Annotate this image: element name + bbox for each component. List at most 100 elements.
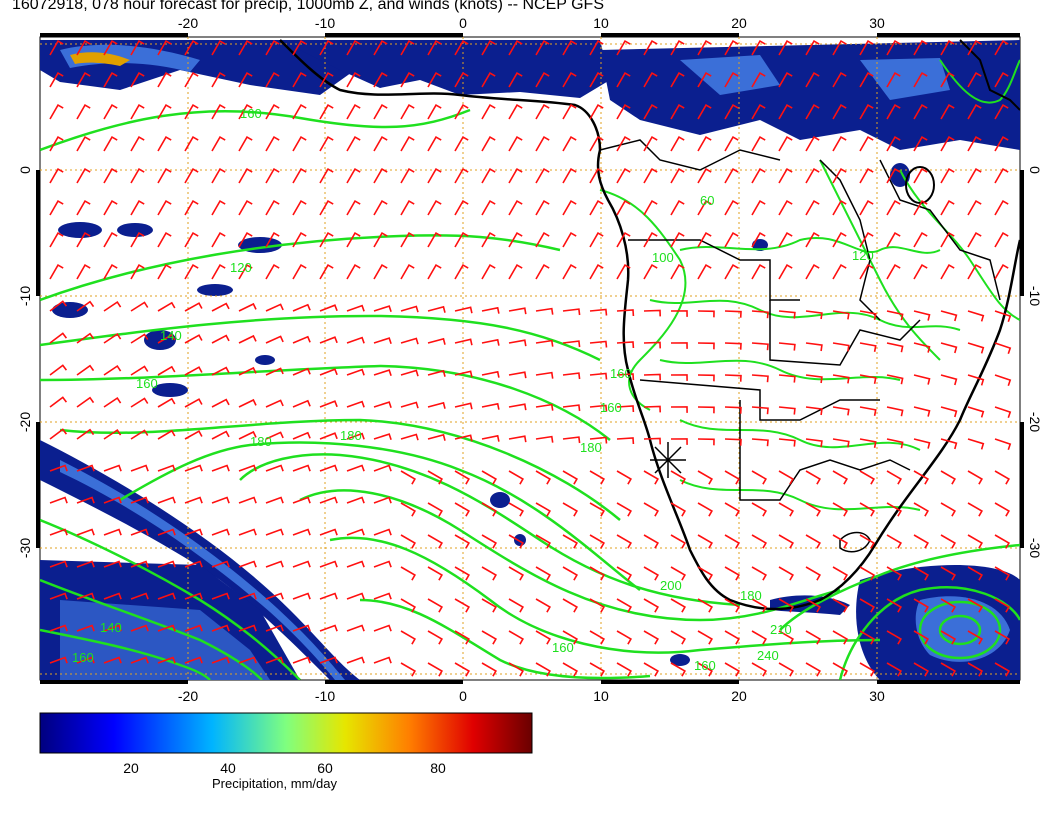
wind-barb (535, 168, 550, 184)
wind-barb (157, 200, 172, 216)
wind-barb (265, 303, 284, 312)
wind-barb (265, 200, 280, 216)
wind-barb (778, 406, 796, 415)
wind-barb (157, 429, 176, 440)
wind-barb (994, 502, 1010, 517)
wind-barb (265, 560, 284, 568)
wind-barb (49, 72, 64, 88)
wind-barb (724, 534, 740, 549)
wind-barb (103, 168, 118, 184)
wind-barb (859, 310, 877, 320)
wind-barb (589, 308, 608, 316)
wind-barb (454, 402, 473, 410)
wind-barb (319, 368, 338, 376)
lat-tick-label: -30 (17, 538, 33, 558)
wind-barb (805, 438, 823, 448)
wind-barb (454, 470, 470, 485)
wind-barb (454, 370, 473, 378)
wind-barb (886, 502, 902, 517)
precip-patch (280, 40, 610, 98)
wind-barb (292, 335, 311, 344)
wind-barb (130, 168, 145, 184)
wind-barb (967, 168, 982, 184)
contour-line (40, 364, 611, 441)
wind-barb (805, 630, 821, 645)
wind-barb (238, 200, 253, 216)
wind-barb (103, 428, 122, 440)
wind-barb (535, 470, 551, 485)
wind-barb (373, 401, 392, 409)
wind-barb (400, 264, 415, 280)
wind-barb (535, 502, 551, 517)
wind-barb (373, 232, 388, 248)
wind-barb (157, 560, 176, 568)
lat-tick-label: 0 (1027, 166, 1043, 174)
wind-barb (238, 528, 257, 536)
contour-line (40, 314, 601, 362)
wind-barb (319, 40, 334, 56)
wind-barb (697, 200, 712, 216)
wind-barb (346, 264, 361, 280)
wind-barb (670, 136, 685, 152)
wind-barb (670, 502, 686, 517)
wind-barb (400, 72, 415, 88)
wind-barb (643, 104, 658, 120)
wind-barb (994, 630, 1010, 645)
wind-barb (643, 405, 661, 413)
wind-barb (643, 662, 659, 677)
lon-tick-label: 30 (869, 688, 885, 704)
wind-barb (940, 630, 956, 645)
wind-barb (886, 470, 902, 485)
wind-barb (400, 337, 419, 345)
wind-barb (238, 592, 257, 600)
wind-barb (670, 200, 685, 216)
wind-barb (940, 342, 958, 354)
wind-barb (130, 592, 149, 600)
wind-barb (400, 232, 415, 248)
wind-barb (292, 624, 311, 632)
wind-barb (427, 534, 443, 549)
wind-barb (913, 502, 929, 517)
wind-barb (724, 310, 742, 318)
wind-barb (724, 72, 739, 88)
wind-barb (400, 630, 416, 645)
wind-barb (751, 438, 769, 447)
wind-barb (832, 200, 847, 216)
contour-label: 240 (757, 648, 779, 663)
wind-barb (643, 40, 658, 56)
wind-barb (238, 560, 257, 568)
wind-barb (994, 168, 1009, 184)
contour-line (659, 359, 901, 381)
wind-barb (454, 200, 469, 216)
wind-barb (292, 168, 307, 184)
wind-barb (130, 104, 145, 120)
wind-barb (670, 310, 688, 317)
wind-barb (103, 560, 122, 568)
wind-barb (751, 104, 766, 120)
wind-barb (427, 232, 442, 248)
wind-barb (373, 496, 392, 504)
wind-barb (103, 656, 122, 664)
wind-barb (589, 502, 605, 517)
wind-barb (616, 630, 632, 645)
lon-axis-bottom: -20 -10 0 10 20 30 (178, 688, 885, 704)
wind-barb (130, 72, 145, 88)
wind-barb (670, 566, 686, 581)
wind-barb (751, 72, 766, 88)
wind-barb (859, 374, 877, 384)
wind-barb (76, 592, 95, 600)
wind-barb (778, 598, 794, 613)
wind-barb (994, 598, 1010, 613)
wind-barb (157, 496, 176, 504)
wind-barb (373, 200, 388, 216)
wind-barb (940, 232, 955, 248)
wind-barb (616, 40, 631, 56)
wind-barb (184, 624, 203, 632)
wind-barb (481, 402, 500, 410)
wind-barb (265, 656, 284, 664)
wind-barb (805, 406, 823, 416)
contour-label: 140 (100, 620, 122, 635)
wind-barb (805, 342, 823, 352)
wind-barb (697, 374, 715, 382)
